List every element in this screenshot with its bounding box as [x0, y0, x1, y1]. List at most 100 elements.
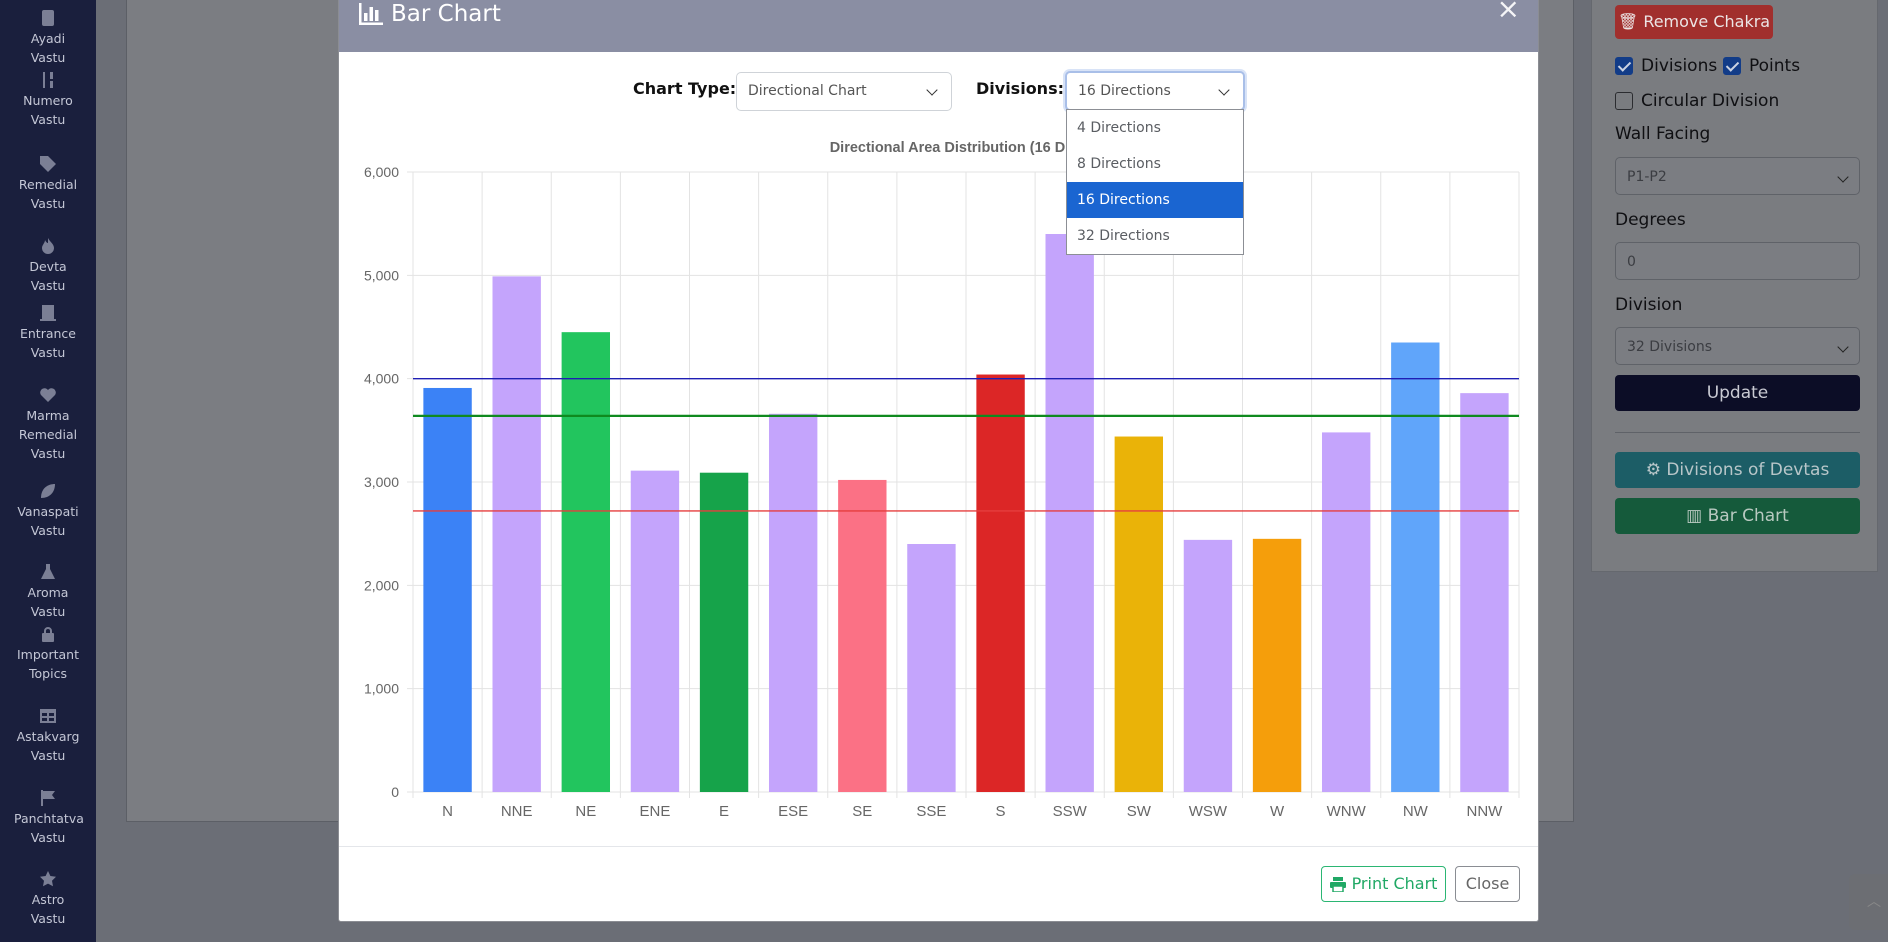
- remove-chakra-button[interactable]: 🗑 Remove Chakra: [1615, 5, 1773, 39]
- x-tick-label: SE: [852, 803, 872, 820]
- x-tick-label: NE: [575, 803, 596, 820]
- x-tick-label: ENE: [640, 803, 671, 820]
- wall-facing-value: P1-P2: [1627, 169, 1667, 185]
- bar-n: [423, 387, 472, 792]
- close-icon[interactable]: ×: [1496, 0, 1520, 25]
- division-value: 32 Divisions: [1627, 339, 1713, 355]
- sidebar-item-label: Astro Vastu: [30, 892, 66, 926]
- y-tick-label: 4,000: [364, 371, 399, 387]
- sidebar-item-label: Ayadi Vastu: [30, 31, 66, 65]
- x-tick-label: SSW: [1053, 803, 1088, 820]
- bar-wnw: [1321, 432, 1371, 792]
- sidebar: Ayadi Vastu Numero Vastu Remedial Vastu Dev…: [0, 0, 96, 942]
- leaf-icon: [40, 483, 56, 499]
- sidebar-item-marma-remedial-vastu[interactable]: Marma Remedial Vastu: [0, 387, 96, 463]
- wall-facing-select[interactable]: P1-P2: [1615, 157, 1860, 195]
- sidebar-item-devta-vastu[interactable]: Devta Vastu: [0, 238, 96, 295]
- bar-nw: [1391, 342, 1440, 792]
- x-tick-label: WSW: [1189, 803, 1228, 820]
- bar-chart: Directional Area Distribution (16 Divisi…: [364, 140, 1520, 820]
- sidebar-item-label: Important Topics: [17, 647, 79, 681]
- dropdown-option[interactable]: 8 Directions: [1077, 156, 1161, 172]
- division-label: Division: [1615, 295, 1683, 315]
- points-checkbox-label: Points: [1749, 56, 1801, 76]
- bar-chart-button[interactable]: ▥ Bar Chart: [1615, 498, 1860, 534]
- bar-w: [1252, 538, 1302, 792]
- print-icon: [1329, 876, 1346, 892]
- divisions-checkbox[interactable]: Divisions: [1615, 56, 1717, 76]
- sort-numeric-icon: [40, 72, 56, 88]
- sidebar-item-astro-vastu[interactable]: Astro Vastu: [0, 871, 96, 928]
- sidebar-item-numero-vastu[interactable]: Numero Vastu: [0, 72, 96, 129]
- scroll-to-top-button[interactable]: ︿: [1849, 874, 1888, 930]
- sidebar-item-ayadi-vastu[interactable]: Ayadi Vastu: [0, 10, 96, 67]
- sidebar-item-vanaspati-vastu[interactable]: Vanaspati Vastu: [0, 483, 96, 540]
- close-button[interactable]: Close: [1455, 866, 1520, 902]
- y-tick-label: 3,000: [364, 474, 399, 490]
- sidebar-item-remedial-vastu[interactable]: Remedial Vastu: [0, 156, 96, 213]
- x-tick-label: SSE: [916, 803, 946, 820]
- update-button[interactable]: Update: [1615, 375, 1860, 411]
- x-tick-label: NNE: [501, 803, 533, 820]
- y-tick-label: 2,000: [364, 577, 399, 593]
- flask-icon: [40, 564, 56, 580]
- panel-divider: [1615, 432, 1860, 433]
- cog-icon: ⚙: [1645, 460, 1661, 480]
- chevron-down-icon: [1837, 341, 1849, 353]
- y-tick-label: 5,000: [364, 267, 399, 283]
- tags-icon: [40, 156, 56, 172]
- modal-header: Bar Chart ×: [339, 0, 1538, 52]
- sidebar-item-panchtatva-vastu[interactable]: Panchtatva Vastu: [0, 790, 96, 847]
- dropdown-option[interactable]: 32 Directions: [1077, 228, 1170, 244]
- sidebar-item-entrance-vastu[interactable]: Entrance Vastu: [0, 305, 96, 362]
- x-tick-label: NNW: [1467, 803, 1504, 820]
- division-select[interactable]: 32 Divisions: [1615, 327, 1860, 365]
- sidebar-item-label: Vanaspati Vastu: [17, 504, 79, 538]
- points-checkbox-box[interactable]: [1723, 57, 1741, 75]
- bar-sse: [907, 544, 956, 792]
- bar-chart-modal: Bar Chart × Chart Type: Directional Char…: [338, 0, 1539, 922]
- bar-ssw: [1045, 234, 1094, 792]
- fire-icon: [40, 238, 56, 254]
- degrees-input[interactable]: 0: [1615, 242, 1860, 280]
- divisions-checkbox-label: Divisions: [1641, 56, 1718, 76]
- bar-se: [838, 479, 887, 792]
- chart-title: Directional Area Distribution (16 Divisi…: [830, 140, 1103, 156]
- sidebar-item-label: Panchtatva Vastu: [14, 811, 84, 845]
- x-tick-label: NW: [1403, 803, 1429, 820]
- dropdown-option[interactable]: 16 Directions: [1067, 182, 1243, 218]
- circular-division-checkbox-box[interactable]: [1615, 92, 1633, 110]
- points-checkbox[interactable]: Points: [1723, 56, 1800, 76]
- door-icon: [40, 305, 56, 321]
- sidebar-item-aroma-vastu[interactable]: Aroma Vastu: [0, 564, 96, 621]
- chart-type-value: Directional Chart: [748, 83, 867, 99]
- bar-ese: [768, 413, 818, 792]
- sidebar-item-label: Entrance Vastu: [19, 326, 76, 360]
- y-tick-label: 0: [391, 784, 399, 800]
- modal-footer-divider: [339, 846, 1538, 847]
- bar-wsw: [1183, 539, 1233, 792]
- print-chart-button[interactable]: Print Chart: [1321, 866, 1446, 902]
- divisions-of-devtas-button[interactable]: ⚙ Divisions of Devtas: [1615, 452, 1860, 488]
- bar-chart-icon: [359, 3, 391, 25]
- dropdown-option[interactable]: 4 Directions: [1077, 120, 1161, 136]
- trash-icon: 🗑: [1617, 12, 1639, 31]
- divisions-value: 16 Directions: [1078, 83, 1171, 99]
- sidebar-item-astakvarg-vastu[interactable]: Astakvarg Vastu: [0, 708, 96, 765]
- chart-type-select[interactable]: Directional Chart: [736, 72, 952, 111]
- modal-title-text: Bar Chart: [391, 1, 501, 27]
- x-tick-label: W: [1270, 803, 1285, 820]
- chevron-down-icon: [1837, 171, 1849, 183]
- x-tick-label: E: [719, 803, 729, 820]
- flag-icon: [40, 790, 56, 806]
- circular-division-checkbox[interactable]: Circular Division: [1615, 91, 1779, 111]
- x-tick-label: SW: [1127, 803, 1152, 820]
- bar-nnw: [1460, 393, 1509, 792]
- bar-chart-button-label: Bar Chart: [1707, 506, 1789, 526]
- divisions-label: Divisions:: [976, 79, 1064, 98]
- bar-chart-icon: ▥: [1686, 506, 1703, 526]
- x-tick-label: WNW: [1327, 803, 1367, 820]
- divisions-checkbox-box[interactable]: [1615, 57, 1633, 75]
- sidebar-item-important-topics[interactable]: Important Topics: [0, 626, 96, 683]
- sidebar-item-label: Remedial Vastu: [18, 177, 78, 211]
